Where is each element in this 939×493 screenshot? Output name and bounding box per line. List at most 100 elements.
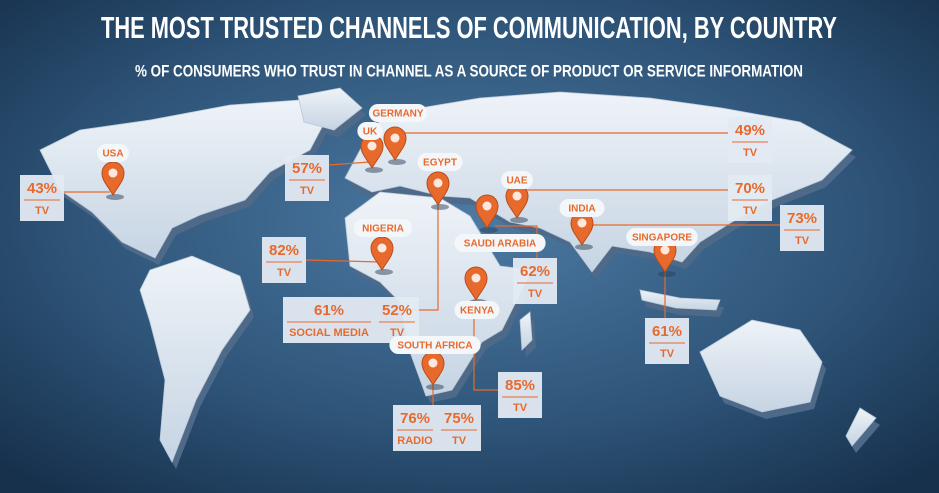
stat-channel: TV [743, 147, 758, 159]
pin-shadow [431, 204, 449, 210]
stat-percent: 49% [735, 122, 765, 139]
location: 49% TV GERMANY [368, 104, 772, 165]
stat-channel: TV [390, 327, 405, 339]
location: 61% SOCIAL MEDIA 52% TV EGYPT [283, 153, 463, 343]
stat-percent: 62% [520, 263, 550, 280]
pin [101, 161, 125, 197]
stat-channel: TV [35, 205, 50, 217]
pin-shadow [480, 227, 498, 233]
country-label-bg [501, 171, 533, 189]
stat-percent: 76% [400, 410, 430, 427]
stat-percent: 82% [269, 242, 299, 259]
location: 57% TV UK [285, 122, 384, 201]
pin-shadow [575, 244, 593, 250]
country-label-bg [389, 336, 481, 354]
country-label: SINGAPORE [632, 233, 692, 244]
location: 82% TV NIGERIA [262, 219, 413, 283]
stat-box [780, 205, 824, 251]
country-label-bg [454, 234, 546, 252]
stat-box [645, 318, 689, 364]
pin-dot [367, 141, 377, 151]
country-label: USA [102, 149, 123, 160]
pin-dot [660, 245, 670, 255]
stat-box [20, 175, 64, 221]
stat-channel: TV [300, 185, 315, 197]
location: 76% RADIO 75% TV SOUTH AFRICA [389, 336, 481, 451]
pin [383, 126, 407, 162]
stat-percent: 43% [27, 180, 57, 197]
pin-shadow [510, 217, 528, 223]
pin-dot [433, 178, 443, 188]
pin-dot [482, 201, 492, 211]
pin-dot [377, 243, 387, 253]
callouts: 43% TV USA 57% TV UK 49% TV GERMANY 61% SOCIAL MED… [20, 104, 824, 451]
stat-channel: TV [660, 348, 675, 360]
stat-channel: TV [743, 205, 758, 217]
country-label-bg [626, 228, 698, 246]
location: 70% TV UAE [501, 171, 772, 223]
pin-shadow [426, 384, 444, 390]
stat-box [513, 258, 557, 304]
connector-line [328, 161, 371, 166]
stat-percent: 73% [787, 210, 817, 227]
stat-box [498, 372, 542, 418]
country-label: SOUTH AFRICA [397, 341, 472, 352]
country-label: UK [363, 127, 378, 138]
country-label: INDIA [568, 204, 595, 215]
connector-line [305, 259, 381, 263]
stat-percent: 85% [505, 377, 535, 394]
pin [426, 171, 450, 207]
country-label-bg [559, 199, 605, 217]
location: 61% TV SINGAPORE [626, 228, 698, 364]
stat-box [262, 237, 306, 283]
location: 43% TV USA [20, 144, 129, 221]
country-label-bg [97, 144, 129, 162]
pin [370, 236, 394, 272]
country-label: EGYPT [423, 158, 457, 169]
subtitle: % OF CONSUMERS WHO TRUST IN CHANNEL AS A… [135, 61, 803, 80]
stat-channel: TV [277, 267, 292, 279]
country-label: KENYA [460, 306, 494, 317]
stat-channel: TV [795, 235, 810, 247]
connector-line [473, 300, 498, 391]
country-label-bg [368, 104, 428, 122]
pin-dot [428, 358, 438, 368]
location: 62% TV SAUDI ARABIA [454, 194, 557, 304]
country-label-bg [417, 153, 463, 171]
stat-percent: 61% [652, 323, 682, 340]
stat-box [283, 297, 419, 343]
pin-shadow [106, 194, 124, 200]
country-label: SAUDI ARABIA [464, 239, 536, 250]
pin-shadow [375, 269, 393, 275]
stat-channel: TV [528, 288, 543, 300]
stat-percent: 75% [444, 410, 474, 427]
stat-channel: RADIO [397, 435, 433, 447]
stat-percent: 57% [292, 160, 322, 177]
country-label-bg [454, 301, 500, 319]
country-label: UAE [506, 176, 527, 187]
pin-dot [108, 168, 118, 178]
pin [475, 194, 499, 230]
pin-shadow [365, 167, 383, 173]
country-label: GERMANY [372, 109, 423, 120]
stat-channel: TV [513, 402, 528, 414]
stat-percent: 61% [314, 302, 344, 319]
title: THE MOST TRUSTED CHANNELS OF COMMUNICATI… [101, 10, 837, 45]
location: 73% TV INDIA [559, 199, 824, 251]
stat-box [728, 117, 772, 163]
stat-box [393, 405, 481, 451]
stat-percent: 70% [735, 180, 765, 197]
stat-percent: 52% [382, 302, 412, 319]
stat-channel: TV [452, 435, 467, 447]
pin [464, 266, 488, 302]
pin-dot [512, 191, 522, 201]
stat-channel: SOCIAL MEDIA [289, 327, 369, 339]
pin-dot [471, 273, 481, 283]
pin-dot [577, 218, 587, 228]
country-label-bg [357, 122, 383, 140]
country-label: NIGERIA [362, 224, 404, 235]
stat-box [285, 155, 329, 201]
pin-dot [390, 133, 400, 143]
location: 85% TV KENYA [454, 266, 542, 418]
